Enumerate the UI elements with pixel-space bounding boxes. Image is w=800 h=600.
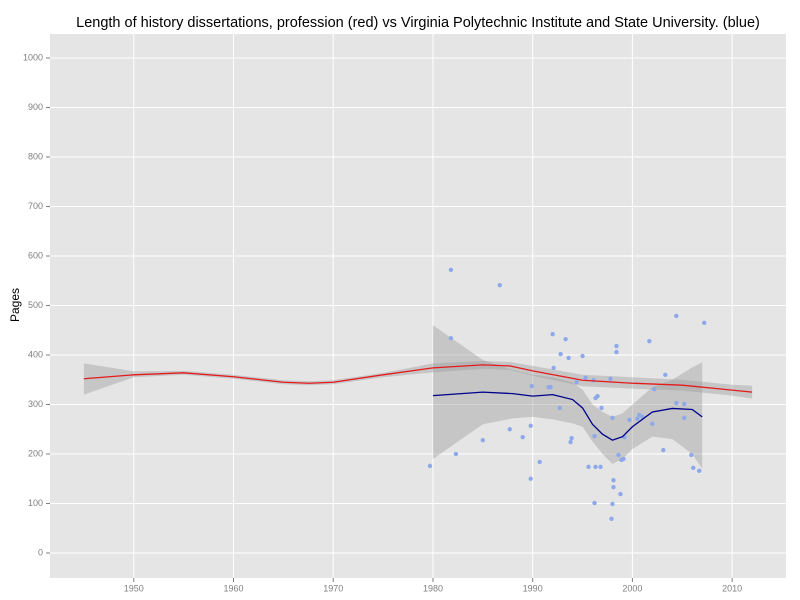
data-point	[528, 476, 533, 481]
data-point	[569, 435, 574, 441]
data-point	[697, 468, 702, 474]
data-point	[480, 437, 486, 443]
data-point	[611, 484, 616, 490]
y-tick-label: 500	[28, 300, 43, 310]
x-tick-label: 1960	[223, 583, 243, 593]
data-point	[529, 383, 534, 389]
data-point	[557, 405, 562, 411]
data-point	[592, 433, 597, 439]
data-point	[558, 351, 563, 357]
confidence-band	[83, 360, 753, 399]
data-point	[595, 393, 600, 399]
data-point	[550, 332, 555, 337]
data-point	[497, 283, 502, 288]
y-tick-label: 100	[28, 498, 43, 508]
data-point	[661, 447, 666, 453]
data-point	[609, 516, 614, 522]
data-point	[574, 380, 579, 385]
data-point	[635, 416, 640, 422]
y-tick-label: 1000	[23, 52, 43, 62]
data-point	[593, 464, 598, 470]
data-point	[650, 421, 655, 427]
data-point	[682, 415, 687, 421]
data-point	[702, 320, 707, 326]
data-point	[448, 267, 454, 273]
data-point	[583, 375, 588, 380]
y-tick-label: 600	[28, 250, 43, 260]
data-point	[528, 423, 533, 428]
data-point	[610, 501, 615, 507]
data-point	[427, 463, 433, 469]
y-tick-label: 900	[28, 102, 43, 112]
data-point	[548, 384, 553, 390]
data-point	[621, 456, 626, 462]
data-point	[448, 335, 454, 341]
data-point	[592, 500, 597, 506]
data-point	[682, 401, 687, 407]
x-tick-label: 1990	[523, 583, 543, 593]
data-point	[520, 434, 525, 440]
data-point	[611, 478, 616, 483]
data-point	[689, 452, 694, 458]
y-axis-label: Pages	[8, 288, 22, 322]
data-point	[598, 464, 603, 470]
data-point	[627, 417, 632, 423]
data-point	[663, 372, 668, 378]
y-tick-label: 700	[28, 201, 43, 211]
plot-layer: 0 100 200 300 400 500 600 700 800 900 1000 1950 1960…	[23, 34, 786, 593]
data-point	[614, 349, 619, 355]
data-point	[614, 343, 619, 349]
data-point	[563, 336, 568, 342]
data-point	[537, 459, 542, 465]
smooth-line	[83, 364, 753, 393]
x-tick-label: 1980	[423, 583, 443, 593]
y-tick-label: 300	[28, 399, 43, 409]
data-point	[453, 451, 459, 457]
data-point	[586, 464, 591, 470]
data-point	[610, 415, 615, 421]
data-point	[599, 405, 604, 411]
data-point	[647, 338, 652, 344]
data-point	[608, 376, 613, 381]
data-point	[551, 365, 556, 371]
data-point	[507, 427, 512, 432]
y-tick-label: 800	[28, 151, 43, 161]
data-point	[691, 465, 696, 471]
x-tick-label: 1970	[323, 583, 343, 593]
data-point	[674, 400, 679, 406]
y-tick-label: 200	[28, 448, 43, 458]
y-tick-label: 0	[38, 547, 43, 557]
y-tick-label: 400	[28, 349, 43, 359]
data-point	[652, 386, 657, 392]
data-point	[616, 452, 621, 458]
chart-title: Length of history dissertations, profess…	[76, 15, 760, 31]
data-point	[568, 439, 573, 445]
x-tick-label: 1950	[124, 583, 144, 593]
smooth-line	[432, 391, 703, 441]
x-tick-label: 2000	[622, 583, 642, 593]
data-point	[580, 353, 585, 359]
data-point	[674, 313, 679, 319]
confidence-band	[432, 325, 703, 469]
x-tick-label: 2010	[722, 583, 742, 593]
data-point	[566, 355, 571, 361]
data-point	[618, 491, 623, 497]
